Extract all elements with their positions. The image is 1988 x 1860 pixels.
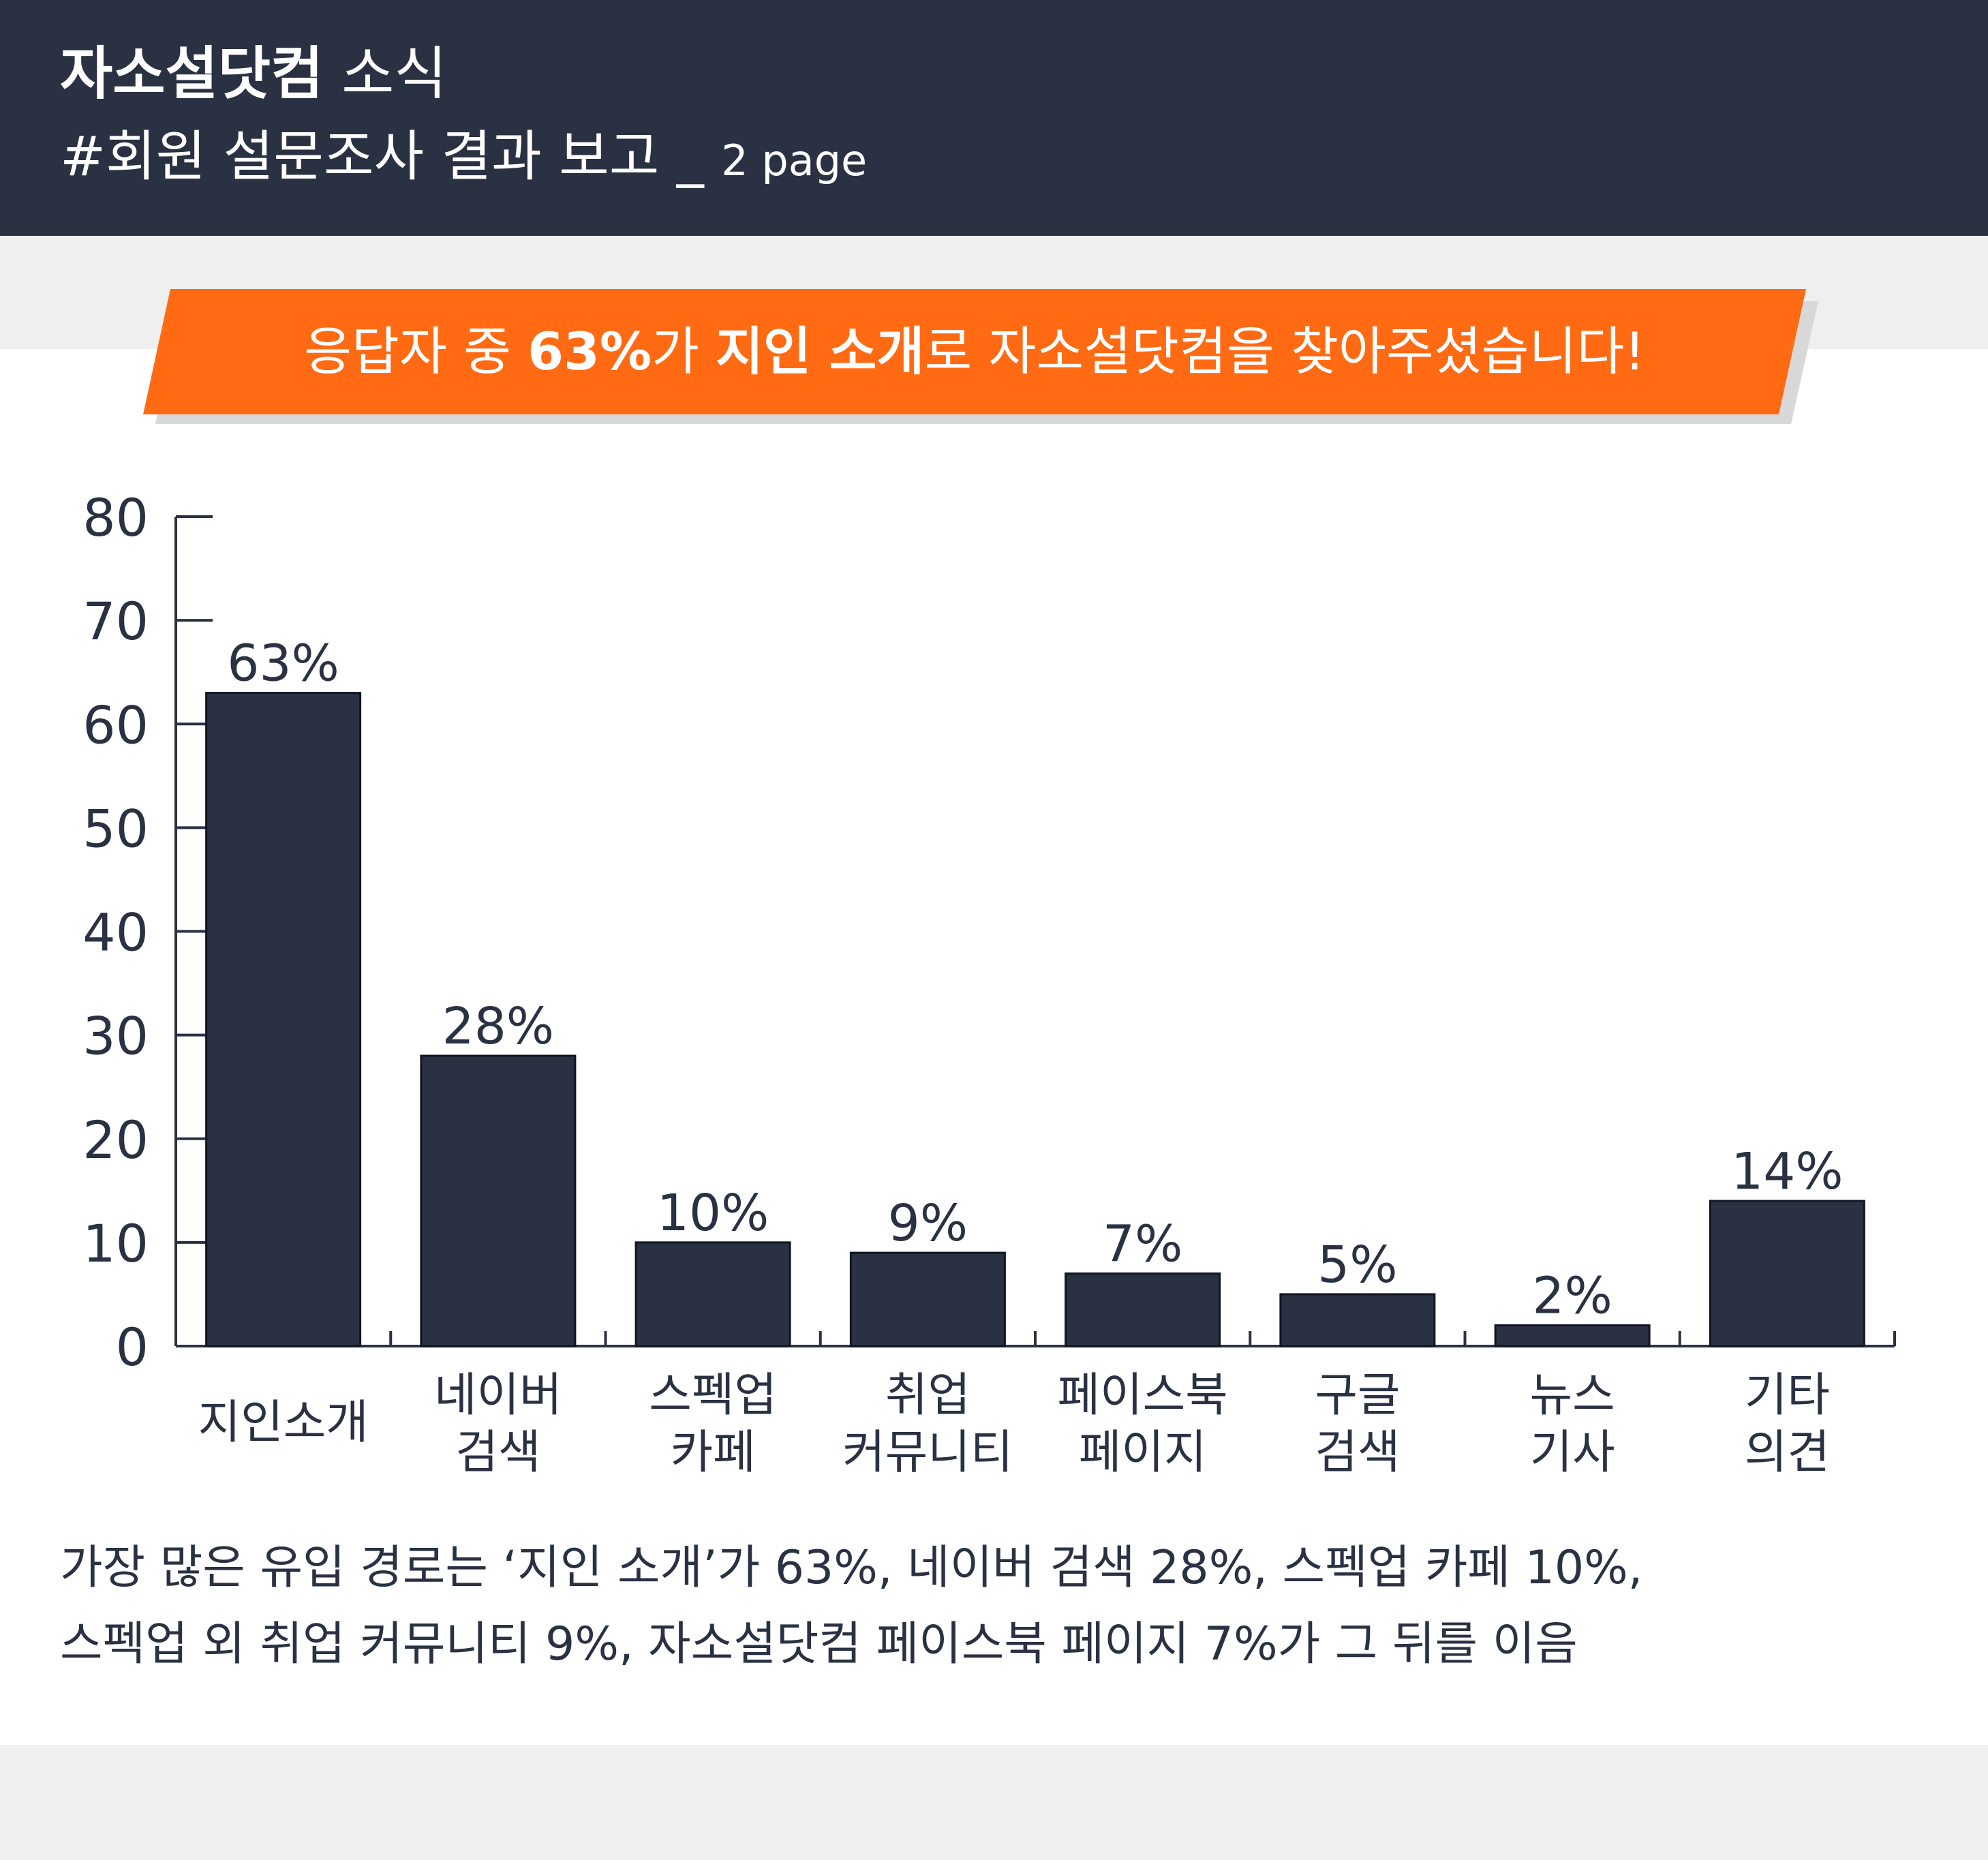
- header: 자소설닷컴 소식 #회원 설문조사 결과 보고 _ 2 page: [0, 0, 1988, 236]
- page-number: 2 page: [721, 136, 868, 185]
- bar: [849, 1251, 1006, 1347]
- x-category-label: 취업: [885, 1369, 970, 1422]
- headline-banner: 응답자 중 63%가 지인 소개로 자소설닷컴을 찾아주셨습니다!: [143, 289, 1826, 425]
- bar: [420, 1054, 577, 1347]
- bar-value-label: 7%: [1103, 1215, 1182, 1274]
- y-tick-label: 60: [82, 695, 149, 755]
- x-category-label: 의견: [1745, 1426, 1830, 1480]
- bar: [1065, 1272, 1221, 1347]
- bar-chart: 0102030405060708063%지인소개28%네이버검색10%스펙업카페…: [82, 487, 1896, 1480]
- y-tick-label: 0: [116, 1317, 149, 1377]
- caption: 가장 많은 유입 경로는 ‘지인 소개’가 63%, 네이버 검색 28%, 스…: [60, 1530, 1941, 1683]
- bar: [634, 1241, 791, 1347]
- bar: [1494, 1324, 1651, 1347]
- x-category-label: 네이버: [434, 1369, 562, 1422]
- x-category-label: 검색: [1315, 1426, 1400, 1480]
- y-tick-label: 10: [82, 1213, 149, 1274]
- bar: [1279, 1293, 1436, 1347]
- news-label: 소식: [341, 40, 447, 107]
- y-tick-label: 40: [82, 902, 149, 963]
- y-tick-label: 20: [82, 1110, 149, 1170]
- x-category-label: 지인소개: [198, 1396, 369, 1450]
- bar-value-label: 28%: [442, 997, 554, 1056]
- banner-highlight-source: 지인 소개: [716, 321, 925, 382]
- x-category-label: 기타: [1745, 1369, 1830, 1422]
- y-tick-label: 70: [82, 591, 149, 652]
- y-tick-label: 30: [82, 1006, 149, 1067]
- banner-part1: 응답자 중: [304, 321, 528, 382]
- x-category-label: 커뮤니티: [842, 1426, 1013, 1480]
- bar-value-label: 9%: [888, 1194, 968, 1253]
- x-category-label: 페이지: [1079, 1426, 1207, 1480]
- bar-value-label: 5%: [1317, 1236, 1397, 1294]
- bar-value-label: 10%: [657, 1184, 769, 1242]
- x-category-label: 페이스북: [1058, 1369, 1228, 1422]
- x-category-label: 구글: [1315, 1369, 1400, 1422]
- banner-part3: 로 자소설닷컴을 찾아주셨습니다!: [924, 321, 1645, 382]
- bar-value-label: 14%: [1731, 1142, 1843, 1201]
- x-category-label: 스펙업: [649, 1369, 777, 1422]
- y-tick-label: 80: [82, 487, 149, 548]
- x-category-label: 검색: [455, 1426, 540, 1480]
- bar: [1709, 1200, 1865, 1347]
- header-subtitle: #회원 설문조사 결과 보고 _ 2 page: [60, 123, 867, 195]
- header-title: 자소설닷컴 소식: [60, 40, 447, 108]
- x-category-label: 카페: [671, 1426, 756, 1480]
- y-tick-label: 50: [82, 798, 149, 859]
- caption-line-1: 가장 많은 유입 경로는 ‘지인 소개’가 63%, 네이버 검색 28%, 스…: [60, 1541, 1643, 1595]
- x-category-label: 뉴스: [1530, 1369, 1615, 1422]
- banner-highlight-percent: 63%: [527, 321, 652, 382]
- bar-value-label: 63%: [227, 635, 339, 693]
- caption-line-2: 스펙업 외 취업 커뮤니티 9%, 자소설닷컴 페이스북 페이지 7%가 그 뒤…: [60, 1617, 1578, 1671]
- banner-text: 응답자 중 63%가 지인 소개로 자소설닷컴을 찾아주셨습니다!: [143, 289, 1806, 414]
- bar: [205, 692, 362, 1347]
- banner-part2: 가: [652, 321, 716, 382]
- x-category-label: 기사: [1530, 1426, 1615, 1480]
- subtitle-text: #회원 설문조사 결과 보고 _: [60, 125, 704, 188]
- bar-value-label: 2%: [1532, 1267, 1612, 1326]
- brand-name: 자소설닷컴: [60, 40, 324, 107]
